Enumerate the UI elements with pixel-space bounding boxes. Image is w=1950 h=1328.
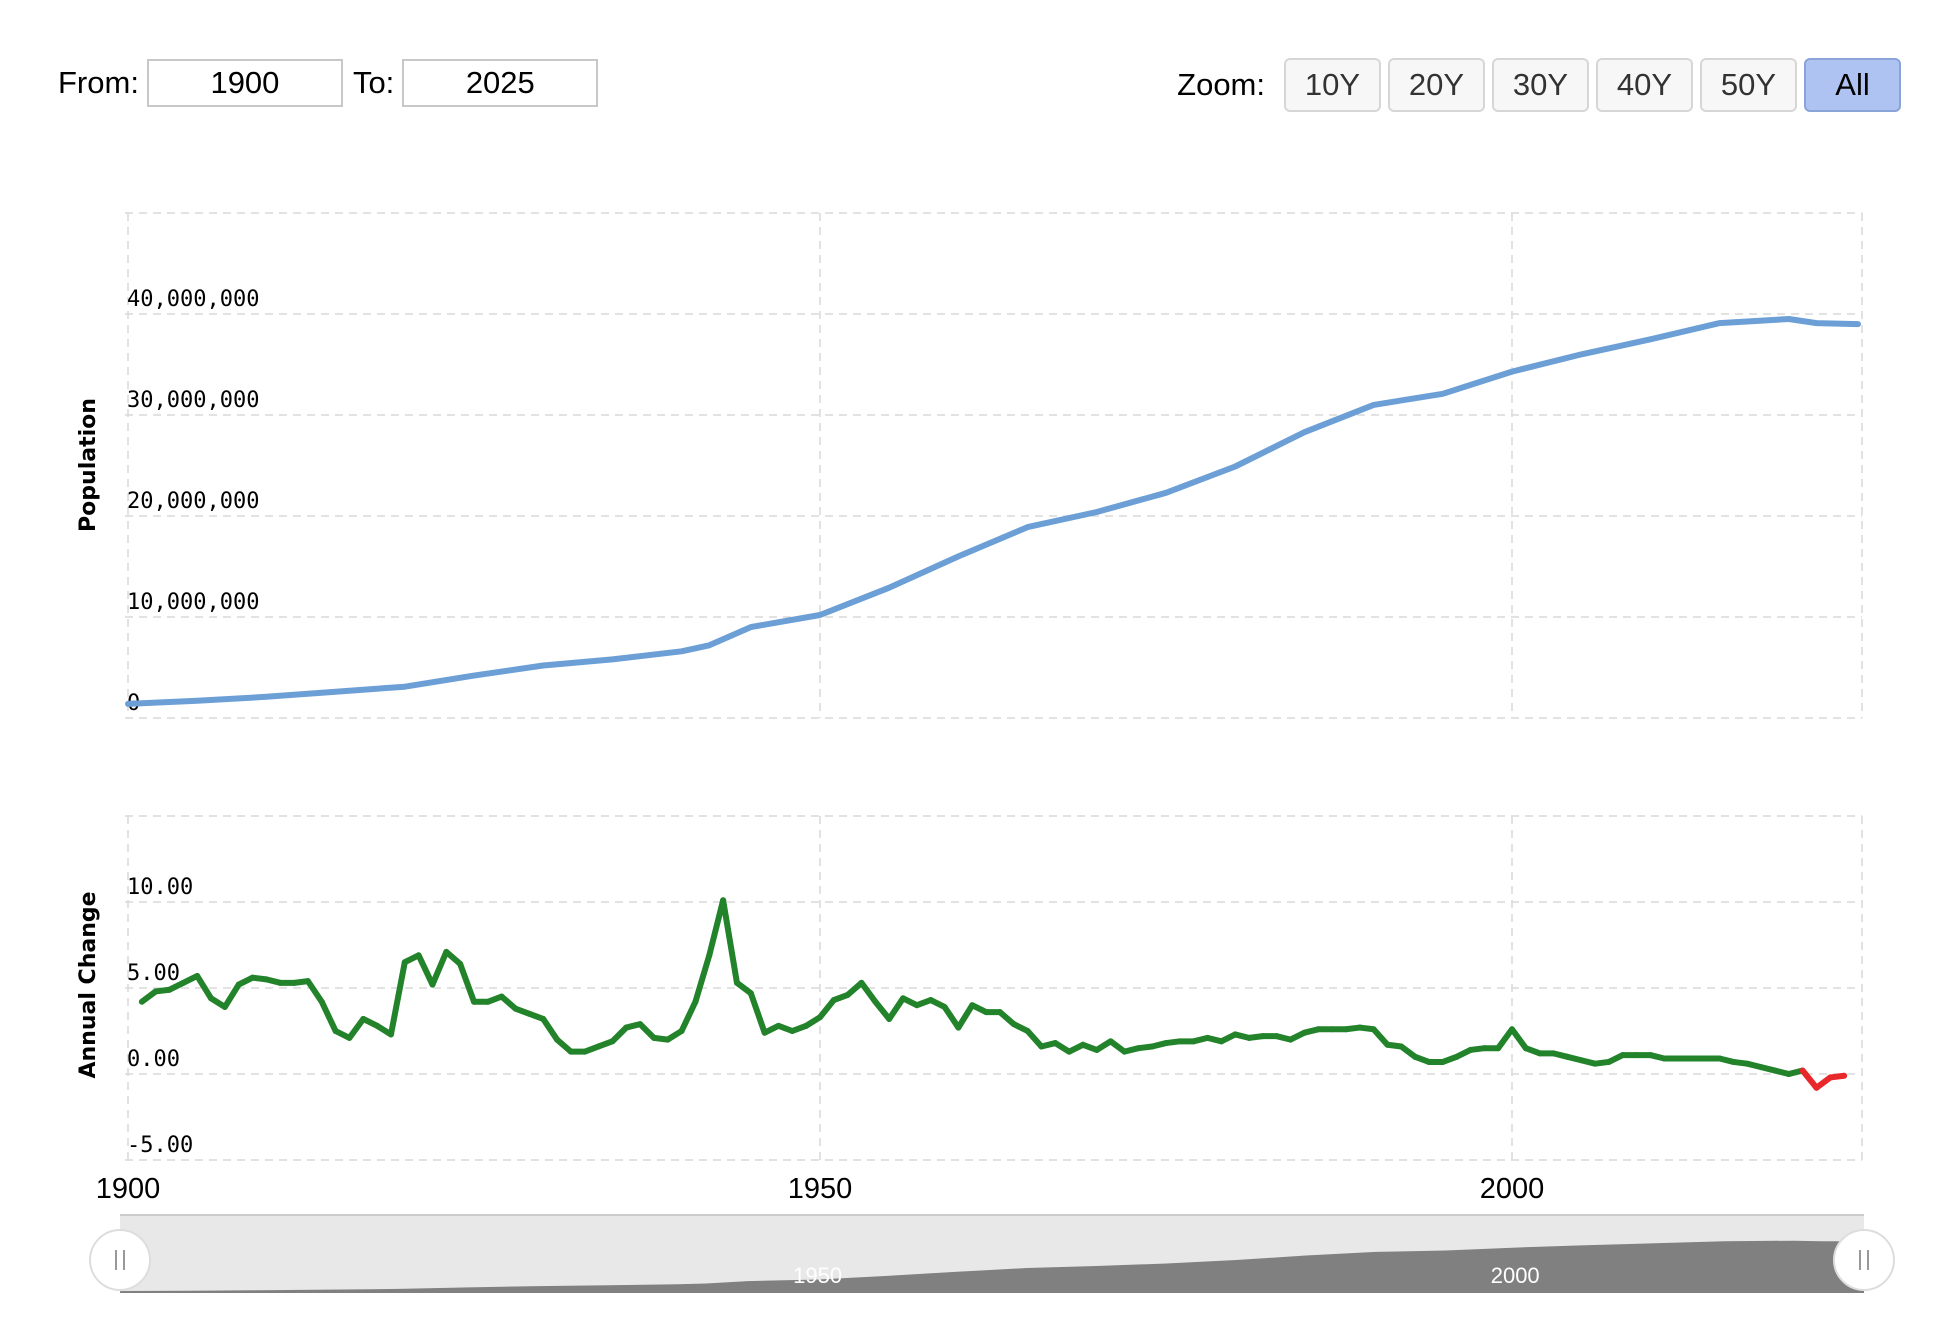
annual-change-segment (387, 959, 408, 1038)
annual-change-segment (886, 995, 907, 1022)
y-tick-label: 30,000,000 (127, 388, 259, 413)
annual-change-segment (554, 1036, 574, 1055)
y-tick-label: 40,000,000 (127, 287, 259, 312)
annual-change-segment (678, 998, 699, 1034)
zoom-50y-button[interactable]: 50Y (1700, 58, 1797, 112)
annual-change-segment (720, 897, 740, 986)
navigator-ticks: 1950 2000 (793, 1263, 1540, 1288)
annual-change-segment (304, 978, 325, 1005)
to-label: To: (352, 65, 395, 100)
annual-change-segment (872, 998, 893, 1022)
zoom-label: Zoom: (1177, 67, 1265, 102)
y-tick-label: 20,000,000 (127, 489, 259, 514)
zoom-10y-button[interactable]: 10Y (1284, 58, 1381, 112)
annual-change-segment (1509, 1026, 1529, 1052)
annual-change-segment (1827, 1072, 1848, 1081)
zoom-30y-button[interactable]: 30Y (1492, 58, 1589, 112)
zoom-all-button[interactable]: All (1804, 58, 1901, 112)
y-tick-label: 10,000,000 (127, 590, 259, 615)
annual-change-segment (817, 997, 837, 1021)
x-tick-label: 1900 (96, 1173, 161, 1205)
to-date-input[interactable] (402, 59, 599, 107)
annual-change-segment (318, 998, 339, 1034)
navigator-area (120, 1240, 1864, 1293)
annual-change-segment (692, 952, 713, 1005)
annual-change-segment (996, 1009, 1017, 1028)
annual-change-segment (1024, 1028, 1045, 1050)
y-tick-label: 10.00 (127, 875, 193, 900)
annual-change-series (138, 897, 1848, 1091)
annual-change-segment (415, 952, 436, 988)
annual-change-segment (955, 1002, 976, 1031)
x-axis-ticks: 1900 1950 2000 (96, 1173, 1545, 1205)
zoom-bar: Zoom: 10Y 20Y 30Y 40Y 50Y All (1177, 58, 1901, 112)
annual-change-segment (346, 1015, 367, 1041)
navigator-right-handle[interactable] (1833, 1229, 1895, 1291)
annual-change-segment (1370, 1026, 1391, 1048)
annual-change-segment (443, 948, 464, 967)
navigator-tick-label: 1950 (793, 1263, 842, 1288)
population-y-ticks: 010,000,00020,000,00030,000,00040,000,00… (127, 287, 259, 716)
annual-change-axis-title: Annual Change (76, 891, 101, 1078)
annual-change-segment (457, 960, 477, 1005)
population-grid (125, 212, 1863, 719)
x-tick-label: 1950 (788, 1173, 853, 1205)
annual-change-segment (609, 1024, 630, 1045)
navigator-left-handle[interactable] (89, 1229, 151, 1291)
annual-change-segment (498, 993, 519, 1012)
annual-change-segment (844, 979, 865, 998)
y-tick-label: 0.00 (127, 1047, 180, 1072)
population-line (125, 316, 1861, 707)
navigator-tick-label: 2000 (1491, 1263, 1540, 1288)
x-tick-label: 2000 (1480, 1173, 1545, 1205)
annual-change-segment (747, 990, 768, 1036)
from-date-input[interactable] (146, 59, 343, 107)
navigator[interactable]: 1950 2000 (89, 1214, 1895, 1293)
population-axis-title: Population (76, 398, 101, 532)
annual-change-segment (194, 972, 215, 1002)
annual-change-segment (1495, 1026, 1515, 1052)
range-selector: From: To: (58, 56, 608, 110)
annual-change-segment (221, 981, 242, 1010)
annual-change-grid (125, 815, 1863, 1161)
annual-change-segment (429, 948, 450, 988)
from-label: From: (58, 65, 139, 100)
annual-change-segment (706, 897, 727, 959)
zoom-20y-button[interactable]: 20Y (1388, 58, 1485, 112)
annual-change-y-ticks: -5.00 0.00 5.00 10.00 (127, 875, 193, 1158)
annual-change-segment (1799, 1067, 1820, 1091)
annual-change-segment (637, 1021, 657, 1041)
annual-change-segment (941, 1003, 962, 1031)
y-tick-label: 5.00 (127, 961, 180, 986)
annual-change-segment (540, 1015, 561, 1043)
annual-change-segment (858, 979, 879, 1005)
zoom-40y-button[interactable]: 40Y (1596, 58, 1693, 112)
y-tick-label: -5.00 (127, 1133, 193, 1158)
